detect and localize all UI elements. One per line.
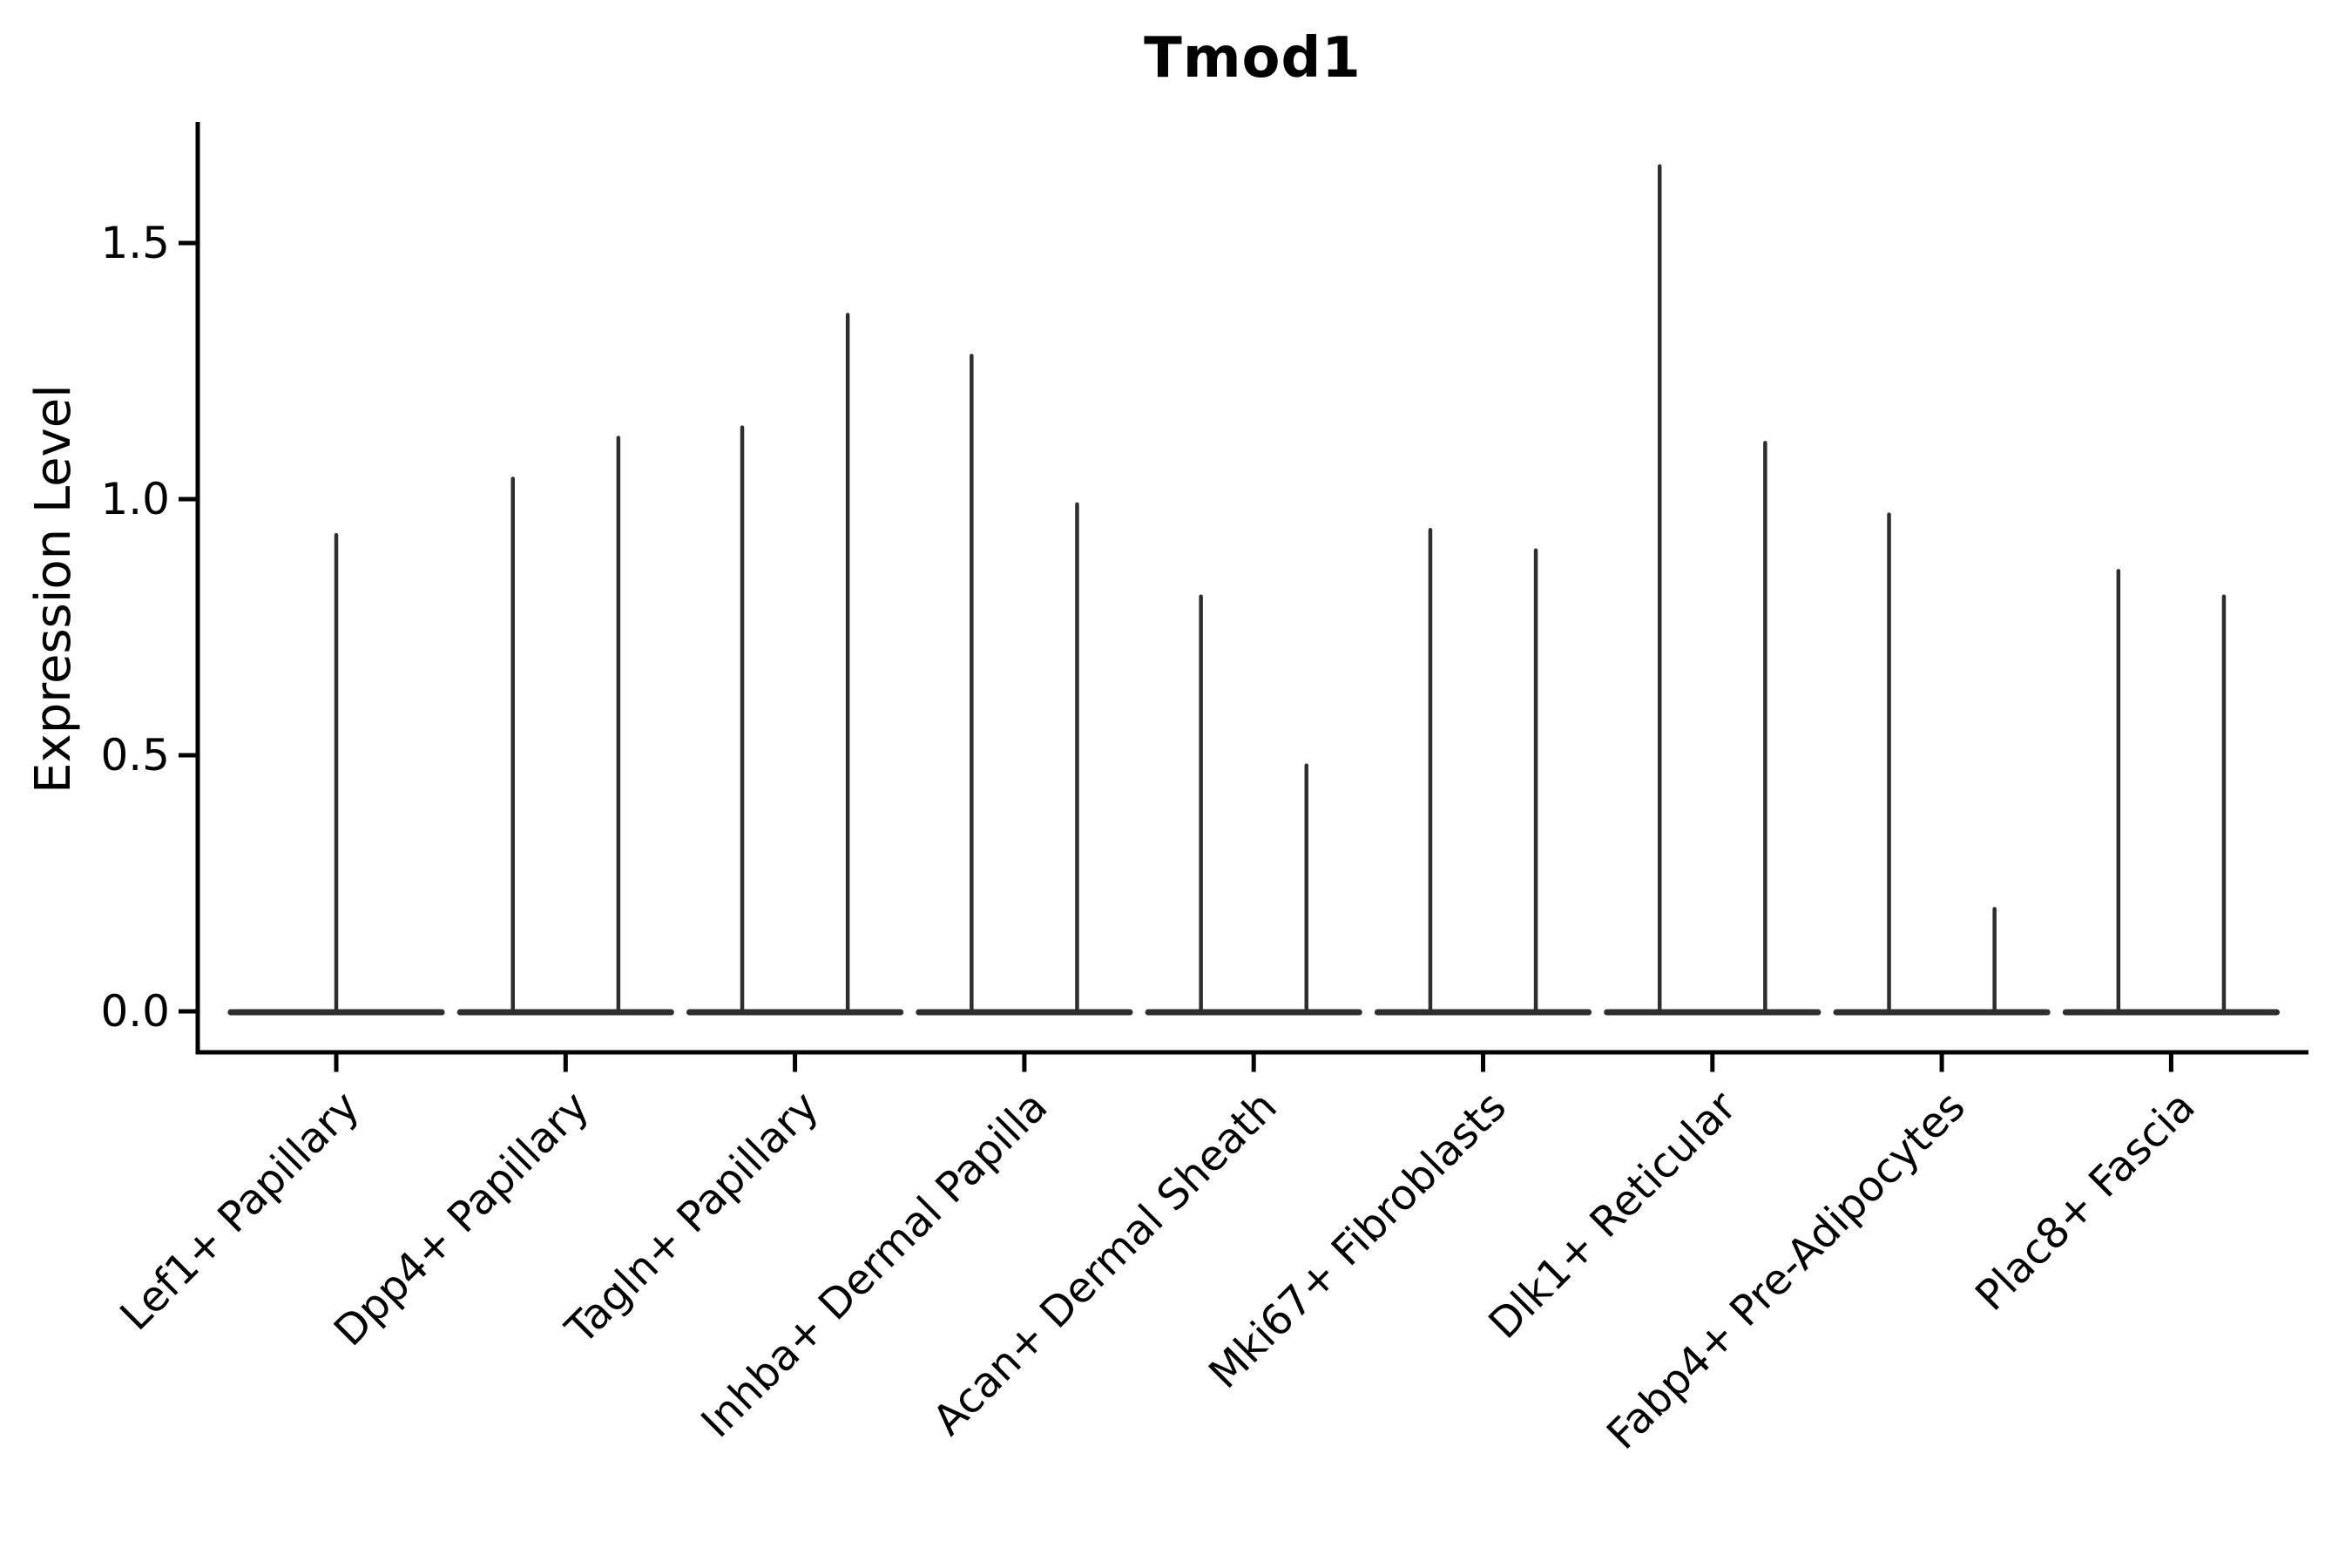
y-tick-label: 0.5 bbox=[100, 730, 170, 781]
y-tick-label: 0.0 bbox=[100, 986, 170, 1037]
chart-title: Tmod1 bbox=[1144, 26, 1362, 91]
y-tick-label: 1.0 bbox=[100, 474, 170, 524]
y-tick-label: 1.5 bbox=[100, 218, 170, 268]
